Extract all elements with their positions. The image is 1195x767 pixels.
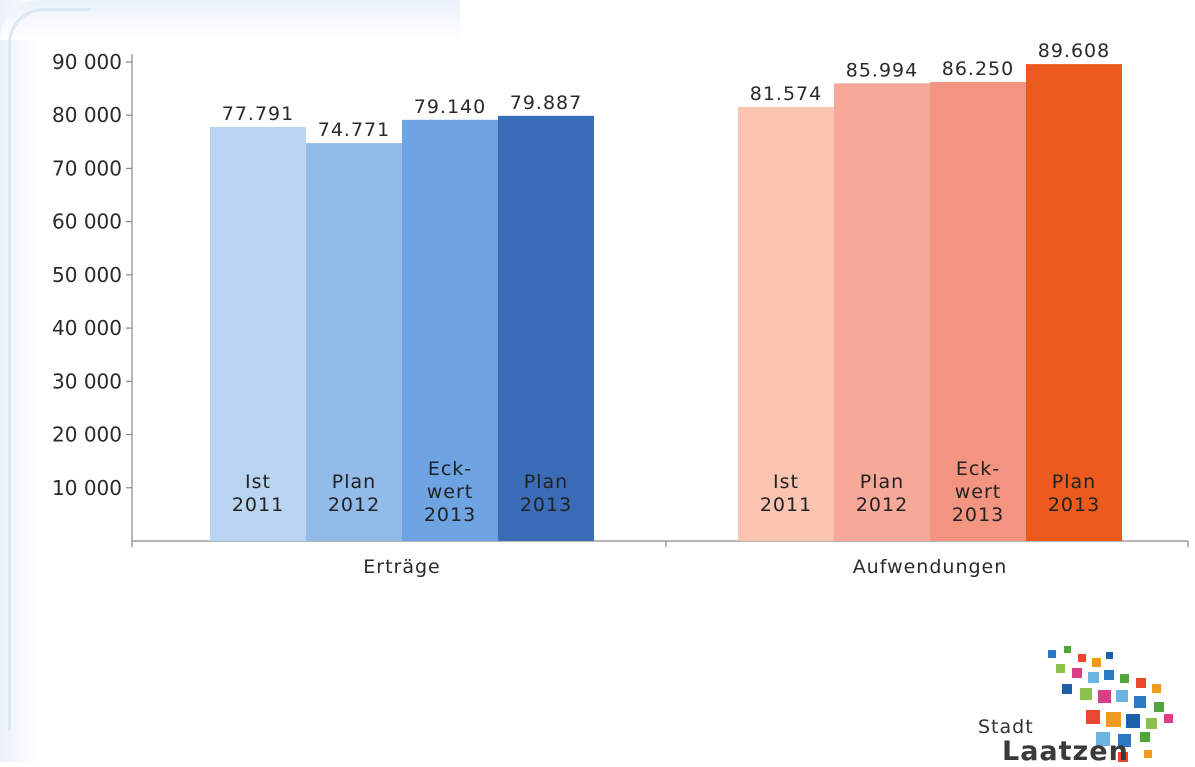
logo-square bbox=[1086, 710, 1100, 724]
logo-word-laatzen: Laatzen bbox=[1002, 736, 1129, 767]
logo-square bbox=[1048, 650, 1056, 658]
bar-label: Plan bbox=[524, 471, 568, 493]
logo-square bbox=[1096, 732, 1110, 746]
bar-label: wert bbox=[955, 481, 1002, 503]
labels: 77.791Ist201174.771Plan201279.140Eck-wer… bbox=[222, 40, 1110, 578]
data-label: 74.771 bbox=[318, 119, 390, 141]
bar-label: Eck- bbox=[956, 458, 1000, 480]
bar-label: 2013 bbox=[1048, 494, 1100, 516]
bar-label: 2011 bbox=[760, 494, 812, 516]
y-tick-label: 40 000 bbox=[52, 316, 122, 340]
logo-square bbox=[1154, 702, 1164, 712]
logo-square bbox=[1118, 752, 1128, 762]
logo-square bbox=[1064, 646, 1071, 653]
logo-square bbox=[1056, 664, 1065, 673]
bar-label: 2013 bbox=[520, 494, 572, 516]
logo-square bbox=[1088, 672, 1099, 683]
logo-word-stadt: Stadt bbox=[978, 716, 1034, 738]
y-tick-label: 70 000 bbox=[52, 156, 122, 180]
bar-label: wert bbox=[427, 481, 474, 503]
category-label: Erträge bbox=[363, 556, 440, 578]
logo-square bbox=[1072, 668, 1082, 678]
bar-aufwendungen-3 bbox=[1026, 64, 1122, 542]
bar-label: 2013 bbox=[424, 504, 476, 526]
logo-square bbox=[1120, 674, 1129, 683]
logo-square bbox=[1062, 684, 1072, 694]
bar-ertraege-0 bbox=[210, 126, 306, 542]
bars bbox=[210, 64, 1122, 542]
y-tick-label: 10 000 bbox=[52, 476, 122, 500]
slide-frame-arc bbox=[8, 8, 91, 731]
logo-square bbox=[1080, 688, 1092, 700]
bar-label: 2012 bbox=[328, 494, 380, 516]
bar-label: 2012 bbox=[856, 494, 908, 516]
logo-square bbox=[1106, 652, 1113, 659]
bar-aufwendungen-0 bbox=[738, 106, 834, 542]
bar-label: Ist bbox=[245, 471, 271, 493]
logo-square bbox=[1104, 670, 1114, 680]
bar-label: Plan bbox=[860, 471, 904, 493]
y-tick-label: 80 000 bbox=[52, 103, 122, 127]
logo-square bbox=[1164, 714, 1173, 723]
y-tick-label: 50 000 bbox=[52, 263, 122, 287]
bar-aufwendungen-1 bbox=[834, 83, 930, 541]
logo-square bbox=[1106, 712, 1121, 727]
logo-square bbox=[1118, 734, 1131, 747]
logo-square bbox=[1140, 732, 1150, 742]
data-label: 79.887 bbox=[510, 92, 582, 114]
y-tick-label: 90 000 bbox=[52, 50, 122, 74]
y-axis: 10 000 20 000 30 000 40 000 50 000 60 000 70 0… bbox=[52, 50, 1189, 547]
bar-label: Ist bbox=[773, 471, 799, 493]
logo-square bbox=[1078, 654, 1086, 662]
bar-label: Plan bbox=[332, 471, 376, 493]
data-label: 81.574 bbox=[750, 83, 822, 105]
bar-label: 2011 bbox=[232, 494, 284, 516]
y-tick-label: 30 000 bbox=[52, 369, 122, 393]
bar-label: 2013 bbox=[952, 504, 1004, 526]
logo-square bbox=[1116, 690, 1128, 702]
logo-square bbox=[1146, 718, 1157, 729]
bar-label: Plan bbox=[1052, 471, 1096, 493]
bar-aufwendungen-2 bbox=[930, 81, 1026, 541]
y-tick-label: 60 000 bbox=[52, 210, 122, 234]
logo-square bbox=[1152, 684, 1161, 693]
bar-chart: 10 000 20 000 30 000 40 000 50 000 60 000 70 0… bbox=[52, 40, 1189, 578]
stadt-laatzen-logo: Stadt Laatzen bbox=[968, 640, 1188, 767]
logo-square bbox=[1144, 750, 1152, 758]
data-label: 77.791 bbox=[222, 103, 294, 125]
logo-square bbox=[1092, 658, 1101, 667]
bar-label: Eck- bbox=[428, 458, 472, 480]
data-label: 89.608 bbox=[1038, 40, 1110, 62]
slide-frame-left bbox=[0, 0, 40, 762]
data-label: 79.140 bbox=[414, 96, 486, 118]
logo-square bbox=[1134, 696, 1146, 708]
data-label: 85.994 bbox=[846, 59, 918, 81]
bar-ertraege-1 bbox=[306, 143, 402, 541]
logo-square bbox=[1098, 690, 1111, 703]
logo-square bbox=[1136, 678, 1146, 688]
bar-ertraege-2 bbox=[402, 119, 498, 542]
data-label: 86.250 bbox=[942, 58, 1014, 80]
category-label: Aufwendungen bbox=[853, 556, 1008, 578]
y-tick-label: 20 000 bbox=[52, 423, 122, 447]
logo-square bbox=[1126, 714, 1140, 728]
bar-ertraege-3 bbox=[498, 115, 594, 541]
